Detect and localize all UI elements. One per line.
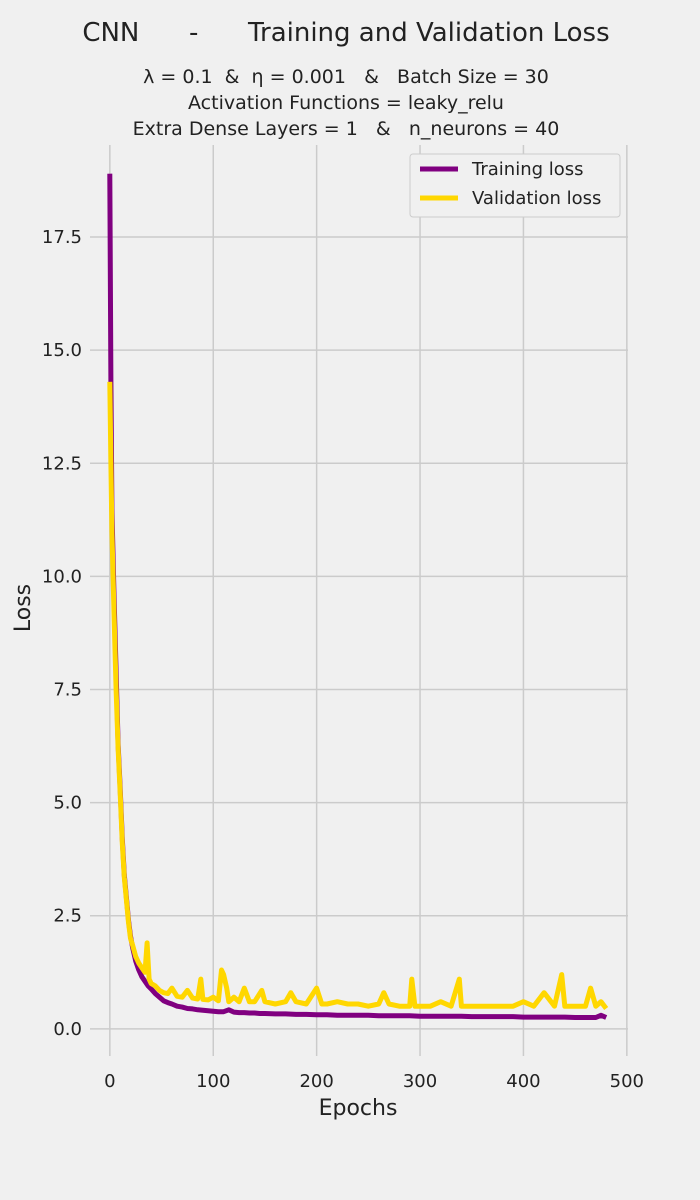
- y-axis-label: Loss: [11, 584, 36, 632]
- x-tick-label: 200: [299, 1071, 333, 1092]
- y-tick-label: 12.5: [42, 453, 82, 474]
- x-tick-label: 100: [196, 1071, 230, 1092]
- y-tick-label: 2.5: [53, 906, 82, 927]
- y-tick-label: 17.5: [42, 227, 82, 248]
- x-axis-label: Epochs: [319, 1096, 398, 1121]
- grid-layer: [90, 145, 628, 1056]
- y-tick-label: 15.0: [42, 340, 82, 361]
- y-tick-label: 0.0: [53, 1019, 82, 1040]
- y-tick-label: 7.5: [53, 679, 82, 700]
- chart-subtitle-line-3: Extra Dense Layers = 1 & n_neurons = 40: [132, 118, 560, 140]
- chart-title: CNN - Training and Validation Loss: [82, 18, 610, 48]
- legend-validation-label: Validation loss: [472, 188, 601, 209]
- chart-subtitle-line-1: λ = 0.1 & η = 0.001 & Batch Size = 30: [143, 66, 549, 88]
- tick-label-layer: 0 100 200 300 400 500 0.0 2.5 5.0 7.5 10.0 12.5 15.0…: [42, 227, 644, 1092]
- x-tick-label: 400: [506, 1071, 540, 1092]
- chart-subtitle-line-2: Activation Functions = leaky_relu: [188, 92, 504, 114]
- x-tick-label: 300: [403, 1071, 437, 1092]
- y-tick-label: 10.0: [42, 566, 82, 587]
- training-loss-line: [107, 173, 608, 1020]
- x-tick-label: 500: [610, 1071, 644, 1092]
- legend-training-label: Training loss: [471, 159, 584, 180]
- legend-box: [409, 153, 621, 218]
- validation-loss-line: [107, 381, 609, 1011]
- x-tick-label: 0: [104, 1071, 115, 1092]
- legend: Training loss Validation loss: [409, 153, 621, 218]
- series-layer: [107, 173, 609, 1020]
- y-tick-label: 5.0: [53, 793, 82, 814]
